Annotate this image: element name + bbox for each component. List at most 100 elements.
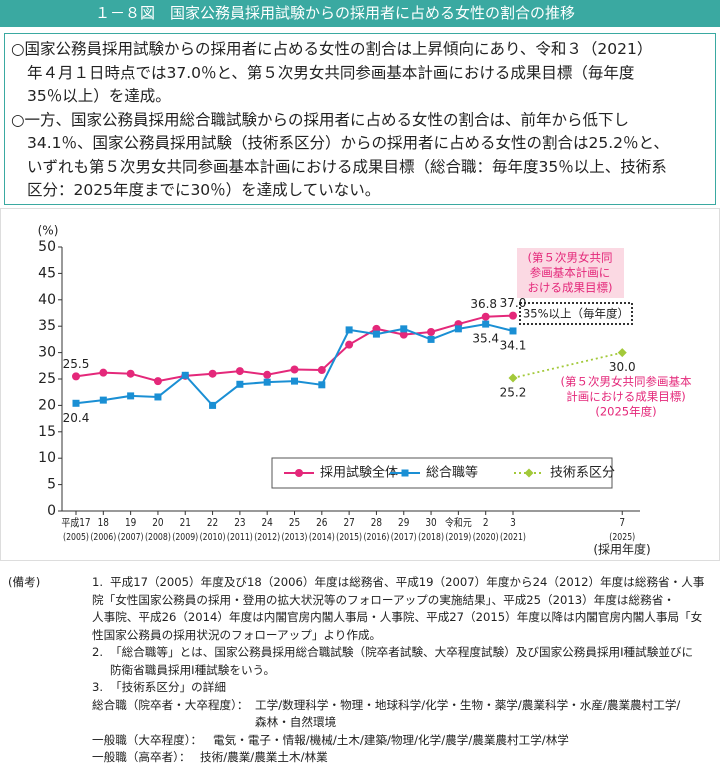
x-tick-year: (2006) — [90, 532, 116, 543]
x-tick-year: (2016) — [363, 532, 389, 543]
value-label: 25.2 — [500, 385, 527, 399]
x-tick-year: (2017) — [391, 532, 417, 543]
detail-term: 一般職（大卒程度）： — [92, 732, 203, 747]
point — [481, 312, 490, 321]
x-tick-label: 22 — [207, 518, 218, 530]
legend-label: 採用試験全体 — [320, 465, 398, 481]
note-number: 3. — [92, 680, 104, 694]
x-tick-label: 27 — [343, 518, 354, 530]
y-tick-label: 50 — [38, 239, 56, 255]
point — [72, 399, 80, 407]
target-note: おける成果目標) — [528, 281, 613, 295]
summary-line: 34.1％、国家公務員採用試験（技術系区分）からの採用者に占める女性の割合は25… — [27, 134, 669, 152]
x-tick-year: (2010) — [200, 532, 226, 543]
summary-line: 35％以上）を達成。 — [27, 87, 171, 105]
point — [291, 377, 298, 385]
point — [127, 392, 135, 400]
note-line: 「技術系区分」の詳細 — [110, 680, 226, 694]
x-tick-label: 令和元 — [445, 515, 472, 529]
note-line: 人事院、平成26（2014）年度は内閣官房内閣人事局・人事院、平成27（2015… — [92, 610, 703, 624]
note-line: 院「女性国家公務員の採用・登用の拡大状況等のフォローアップの実施結果」、平成25… — [92, 592, 675, 607]
legend-label: 総合職等 — [426, 465, 478, 481]
y-tick-label: 35 — [38, 318, 56, 334]
x-tick-year: (2015) — [336, 532, 362, 543]
x-tick-label: 21 — [180, 518, 191, 530]
value-label: 20.4 — [63, 411, 90, 425]
detail-term: 総合職（院卒者・大卒程度）： — [92, 697, 249, 712]
x-tick-label: 2 — [483, 518, 489, 530]
legend-marker — [401, 469, 409, 477]
point — [154, 393, 162, 401]
note-line: 平成17（2005）年度及び18（2006）年度は総務省、平成19（2007）年… — [110, 575, 705, 589]
note-number: 2. — [92, 645, 104, 659]
point — [99, 368, 108, 377]
point — [400, 325, 408, 333]
y-tick-label: 40 — [38, 292, 56, 308]
note-line: 防衛省職員採用Ⅰ種試験をいう。 — [110, 662, 276, 677]
x-tick-label: 7 — [619, 518, 625, 530]
target-note: (第５次男女共同 — [528, 251, 613, 265]
x-tick-year: (2005) — [63, 532, 89, 543]
point — [263, 378, 271, 386]
legend-marker — [295, 469, 303, 477]
tech-note: (2025年度) — [595, 405, 656, 419]
point — [72, 372, 80, 381]
point — [290, 365, 299, 374]
point — [427, 328, 436, 337]
legend-box — [271, 457, 613, 489]
point — [427, 335, 435, 343]
value-label: 34.1 — [500, 338, 527, 352]
header-title: １－８図 国家公務員採用試験からの採用者に占める女性の割合の推移 — [0, 0, 720, 27]
tech-note: 計画における成果目標) — [566, 390, 686, 404]
y-tick-label: 15 — [38, 424, 56, 440]
x-tick-label: 3 — [510, 518, 516, 530]
point — [509, 311, 517, 320]
point — [399, 330, 408, 339]
point — [482, 320, 490, 328]
x-tick-year: (2018) — [418, 532, 444, 543]
x-axis-label: (採用年度) — [593, 542, 650, 557]
x-tick-label: 24 — [262, 518, 273, 530]
x-tick-year: (2007) — [118, 532, 144, 543]
point — [345, 340, 354, 349]
point — [263, 370, 272, 379]
tech-note: (第５次男女共同参画基本 — [561, 375, 692, 389]
summary-line: いずれも第５次男女共同参画基本計画における成果目標（総合職：毎年度35％以上、技… — [27, 157, 667, 176]
summary-box: ○国家公務員採用試験からの採用者に占める女性の割合は上昇傾向にあり、令和３（20… — [4, 33, 716, 205]
detail-line: 技術/農業/農業土木/林業 — [200, 750, 328, 764]
x-tick-year: (2021) — [500, 532, 526, 543]
y-tick-label: 30 — [38, 345, 56, 361]
x-tick-label: 19 — [125, 518, 136, 530]
x-tick-year: (2013) — [282, 532, 308, 543]
point — [209, 401, 217, 409]
series-line — [512, 351, 623, 379]
y-tick-label: 25 — [38, 371, 56, 387]
y-tick-label: 10 — [38, 450, 56, 466]
x-tick-year: (2025) — [609, 532, 635, 543]
point — [236, 380, 244, 388]
x-tick-label: 23 — [234, 518, 245, 530]
value-label: 37.0 — [500, 296, 527, 310]
legend-marker — [524, 468, 534, 478]
summary-line: 区分：2025年度までに30％）を達成していない。 — [27, 181, 381, 199]
point — [99, 396, 107, 404]
point — [181, 371, 189, 379]
detail-line: 電気・電子・情報/機械/土木/建築/物理/化学/農学/農業農村工学/林学 — [213, 732, 569, 747]
target-note-box — [517, 248, 624, 298]
x-tick-year: (2019) — [445, 532, 471, 543]
x-tick-year: (2020) — [473, 532, 499, 543]
summary-line: 年４月１日時点では37.0％と、第５次男女共同参画基本計画における成果目標（毎年… — [27, 63, 635, 82]
note-number: 1. — [92, 575, 104, 589]
detail-line: 森林・自然環境 — [255, 715, 337, 729]
target-note: 参画基本計画に — [530, 266, 611, 280]
y-tick-label: 5 — [47, 477, 56, 493]
x-tick-year: (2012) — [254, 532, 280, 543]
y-tick-label: 20 — [38, 397, 56, 413]
detail-line: 工学/数理科学・物理・地球科学/化学・生物・薬学/農業科学・水産/農業農村工学/ — [255, 697, 681, 712]
note-line: 性国家公務員の採用状況のフォローアップ」より作成。 — [92, 627, 382, 642]
x-tick-label: 25 — [289, 518, 300, 530]
y-axis-label: (%) — [38, 224, 59, 238]
note-line: 「総合職等」とは、国家公務員採用総合職試験（院卒者試験、大卒程度試験）及び国家公… — [110, 645, 694, 659]
value-label: 25.5 — [63, 357, 90, 371]
